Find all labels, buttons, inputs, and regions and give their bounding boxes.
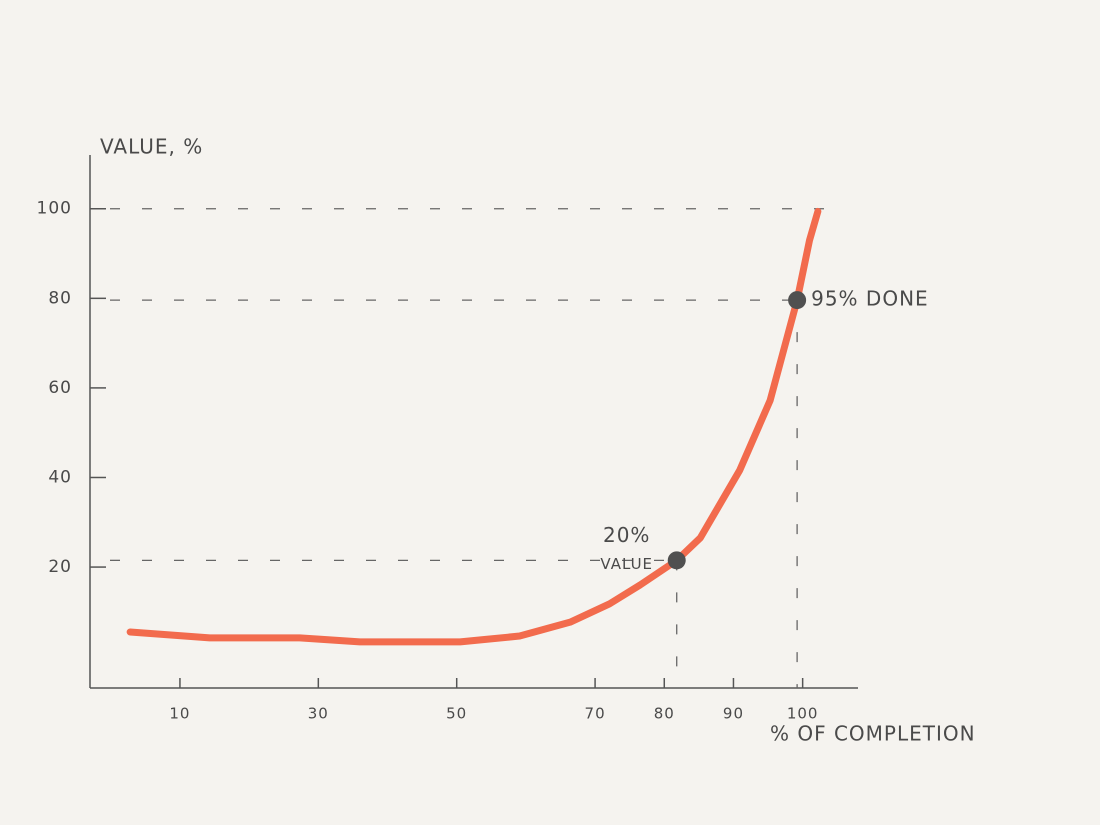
annotation: 20% — [603, 523, 650, 547]
x-tick-label: 10 — [169, 705, 190, 723]
x-tick-label: 80 — [654, 705, 675, 723]
x-tick-label: 90 — [723, 705, 744, 723]
x-axis-title: % OF COMPLETION — [770, 722, 976, 746]
annotation: 95% DONE — [811, 287, 929, 311]
y-tick-label: 60 — [48, 378, 72, 398]
annotation: VALUE — [600, 555, 653, 573]
x-tick-label: 100 — [787, 705, 819, 723]
y-tick-label: 100 — [37, 199, 72, 219]
x-tick-label: 30 — [308, 705, 329, 723]
line — [126, 207, 822, 646]
x-tick-label: 70 — [585, 705, 606, 723]
y-tick-label: 20 — [48, 557, 72, 577]
y-tick-label: 40 — [48, 467, 72, 487]
y-axis-title: VALUE, % — [100, 135, 203, 159]
y-tick-label: 80 — [48, 288, 72, 308]
x-tick-label: 50 — [446, 705, 467, 723]
highlight-point — [788, 291, 807, 310]
highlight-point — [667, 551, 686, 570]
